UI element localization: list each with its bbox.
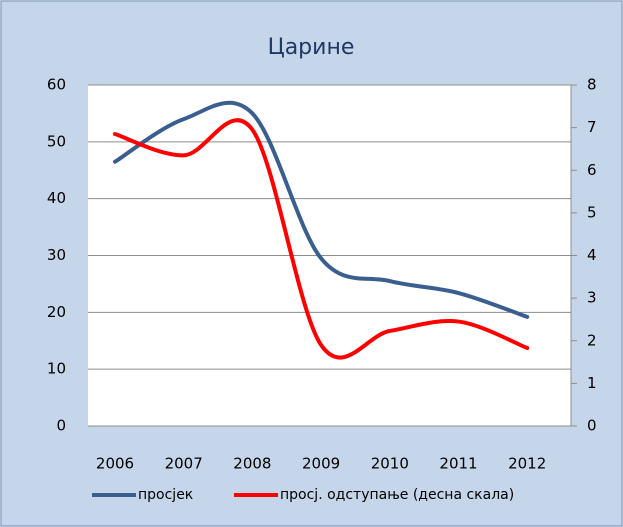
series-line	[113, 100, 530, 319]
y-tick-label: 40	[47, 189, 66, 207]
legend-label: просј. одступање (десна скала)	[280, 487, 514, 503]
x-tick-label: 2008	[233, 455, 271, 473]
x-tick-label: 2006	[96, 455, 134, 473]
chart-title: Царине	[268, 35, 355, 60]
y-tick-label: 0	[56, 417, 66, 435]
y2-tick-label: 8	[587, 76, 597, 94]
y2-tick-label: 6	[587, 161, 597, 179]
y2-tick-label: 2	[587, 331, 597, 349]
y-tick-label: 30	[47, 246, 66, 264]
y2-tick-label: 1	[587, 374, 597, 392]
y2-tick-label: 4	[587, 246, 597, 264]
y-tick-label: 10	[47, 360, 66, 378]
y2-tick-label: 7	[587, 118, 597, 136]
y-tick-label: 60	[47, 76, 66, 94]
x-tick-label: 2009	[302, 455, 340, 473]
y2-tick-label: 3	[587, 289, 597, 307]
x-tick-label: 2012	[508, 455, 546, 473]
x-tick-label: 2011	[439, 455, 477, 473]
legend-label: просјек	[138, 487, 193, 503]
y2-tick-label: 0	[587, 417, 597, 435]
y-tick-label: 20	[47, 303, 66, 321]
series-line	[113, 118, 530, 360]
y2-tick-label: 5	[587, 203, 597, 221]
y-tick-label: 50	[47, 132, 66, 150]
x-tick-label: 2007	[165, 455, 203, 473]
x-tick-label: 2010	[371, 455, 409, 473]
